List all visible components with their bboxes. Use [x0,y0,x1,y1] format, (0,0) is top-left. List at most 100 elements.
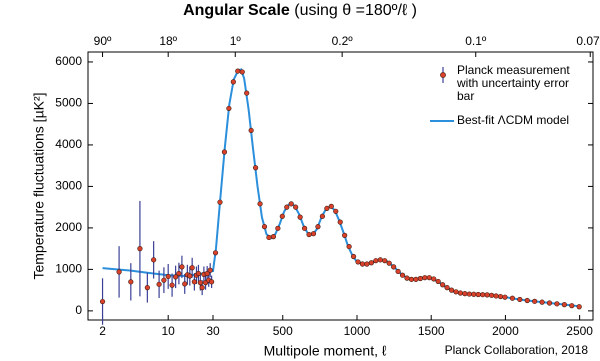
data-point [569,303,575,309]
data-point [554,301,560,307]
chart-title: Angular Scale (using θ =180º/ℓ ) [183,2,417,19]
data-point [169,282,175,288]
x-tick-label: 500 [273,324,293,338]
data-point [475,291,481,298]
data-point [382,258,388,264]
data-point [306,231,312,238]
data-point [426,275,432,281]
data-point [328,203,334,209]
data-point [212,250,219,256]
data-point [207,267,213,273]
data-point [413,276,419,282]
data-point [561,302,567,308]
y-tick-label: 2000 [55,220,82,234]
data-point [261,224,268,230]
data-point [284,204,290,210]
data-point [257,201,263,207]
data-point [315,224,321,230]
data-point [156,281,162,287]
data-point [151,257,157,263]
data-point [517,296,523,303]
y-axis-label: Temperature fluctuations [µK²] [31,92,47,279]
data-point [417,275,423,282]
data-point [226,105,232,112]
data-point [195,270,202,277]
y-tick-label: 4000 [55,137,82,151]
legend-swatch [440,72,446,78]
y-tick-label: 6000 [55,54,82,68]
data-point [116,269,122,275]
data-point [408,276,415,282]
data-point [350,253,357,260]
data-point [244,90,250,96]
data-point [342,232,348,238]
data-point [539,299,545,305]
data-point [293,204,299,210]
data-point [179,264,185,270]
x2-tick-label: 0.07º [576,34,600,48]
data-point [324,205,330,212]
data-point [301,225,308,231]
data-point [462,291,468,297]
data-point [128,279,134,285]
credit: Planck Collaboration, 2018 [445,343,589,357]
data-point [191,279,197,285]
x-tick-label: 2500 [566,324,593,338]
data-point [248,127,254,134]
data-point [319,213,325,219]
data-point [346,243,352,250]
data-point [493,293,499,299]
data-point [204,270,210,277]
data-point [484,292,490,298]
x-tick-label: 30 [206,324,220,338]
data-point [235,68,241,74]
data-point [221,149,228,155]
data-point [480,292,486,298]
model-line [102,68,580,308]
x-tick-label: 1000 [344,324,371,338]
data-point [144,285,150,291]
data-point [239,69,245,75]
data-point [199,285,205,291]
x2-tick-label: 90º [94,34,112,48]
x2-tick-label: 0.1º [465,34,487,48]
data-point [275,225,281,231]
x-tick-label: 10 [162,324,176,338]
legend-label: Best-fit ΛCDM model [457,113,570,127]
data-point [161,277,167,283]
y-tick-label: 3000 [55,179,82,193]
x2-tick-label: 1º [230,34,242,48]
x-tick-label: 2 [99,324,106,338]
data-point [364,261,370,267]
data-point [310,231,317,237]
data-point [297,214,303,220]
data-point [359,261,366,267]
data-point [471,291,477,297]
data-point [502,294,508,300]
data-point [448,287,455,293]
data-point [182,281,188,287]
data-point [187,273,193,279]
data-point [466,291,472,297]
title-main: Angular Scale [183,2,290,19]
data-point [431,276,437,282]
data-point [576,304,582,310]
title-note: (using θ =180º/ℓ ) [294,2,417,19]
legend-label: Planck measurement with uncertainty erro… [457,63,570,103]
data-point [355,259,361,265]
data-point [435,278,441,285]
data-point [266,234,272,241]
x-axis-label: Multipole moment, ℓ [264,343,387,359]
data-point [333,208,339,214]
data-point [173,274,179,280]
data-point [440,282,446,288]
data-point [373,258,379,264]
data-point [230,79,236,85]
x-tick-label: 2000 [492,324,519,338]
x-tick-label: 1500 [418,324,445,338]
data-point [377,257,383,263]
data-point [399,272,406,278]
x2-tick-label: 18º [159,34,177,48]
data-point [253,165,259,171]
